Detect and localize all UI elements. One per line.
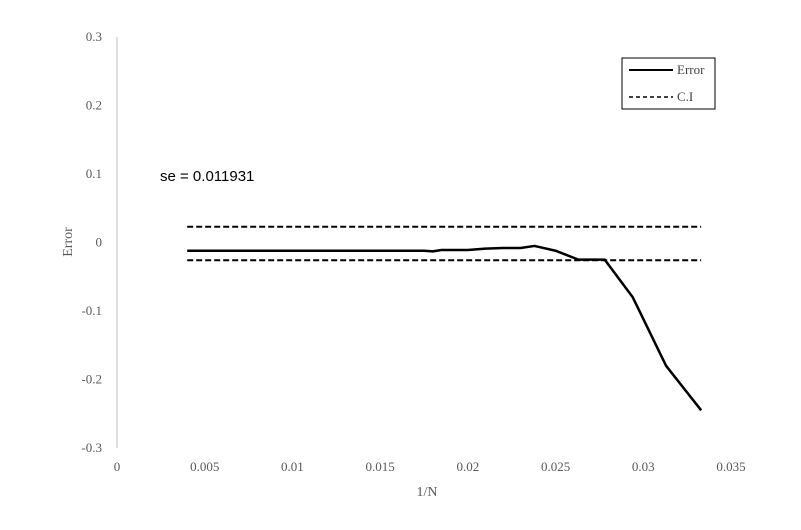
y-tick-label: -0.3 bbox=[81, 440, 102, 455]
legend-box bbox=[621, 57, 716, 110]
y-tick-labels: -0.3 -0.2 -0.1 0 0.1 0.2 0.3 bbox=[81, 29, 102, 455]
series-layer bbox=[187, 225, 703, 412]
x-tick-labels: 0 0.005 0.01 0.015 0.02 0.025 0.03 0.035 bbox=[114, 459, 746, 474]
x-tick-label: 0 bbox=[114, 459, 121, 474]
se-annotation: se = 0.011931 bbox=[160, 168, 254, 185]
plot-area: -0.3 -0.2 -0.1 0 0.1 0.2 0.3 0 0.005 0.01 0.015 0.… bbox=[81, 29, 745, 474]
x-axis-title: 1/N bbox=[417, 485, 438, 500]
legend-label-error: Error bbox=[677, 62, 705, 77]
y-tick-label: 0.3 bbox=[86, 29, 102, 44]
error-series-line bbox=[187, 244, 703, 412]
y-tick-label: -0.1 bbox=[81, 303, 102, 318]
legend-label-ci: C.I bbox=[677, 89, 693, 104]
x-tick-label: 0.015 bbox=[366, 459, 395, 474]
x-tick-label: 0.005 bbox=[190, 459, 219, 474]
x-tick-label: 0.03 bbox=[632, 459, 655, 474]
y-tick-label: -0.2 bbox=[81, 372, 102, 387]
y-tick-label: 0.2 bbox=[86, 98, 102, 113]
y-tick-label: 0.1 bbox=[86, 166, 102, 181]
x-tick-label: 0.02 bbox=[456, 459, 479, 474]
legend: Error C.I bbox=[621, 57, 716, 110]
x-tick-label: 0.01 bbox=[281, 459, 304, 474]
y-tick-label: 0 bbox=[96, 235, 103, 250]
x-tick-label: 0.035 bbox=[716, 459, 745, 474]
y-axis-title: Error bbox=[61, 227, 76, 257]
x-tick-label: 0.025 bbox=[541, 459, 570, 474]
